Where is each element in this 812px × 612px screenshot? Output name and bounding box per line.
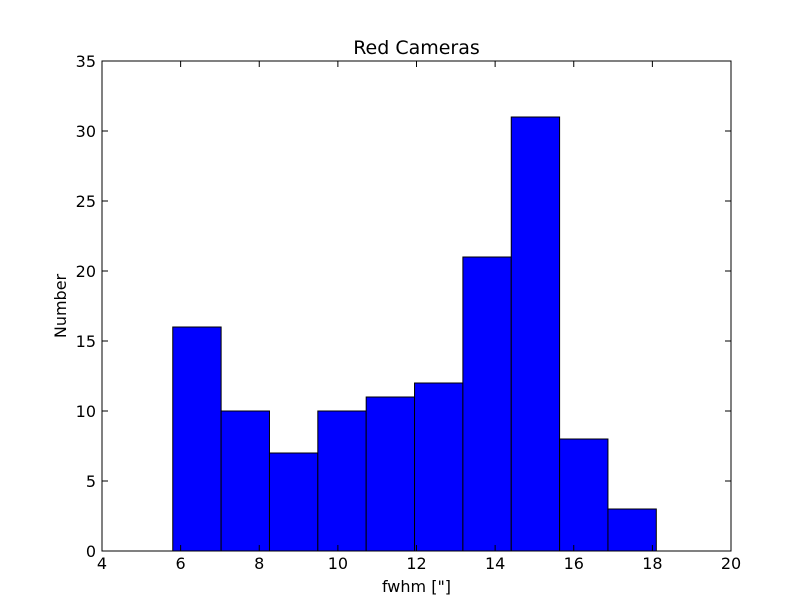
histogram-bar	[607, 508, 657, 552]
x-tick-label: 16	[564, 554, 584, 573]
x-tick-label: 4	[97, 554, 107, 573]
y-tick-label: 35	[76, 52, 96, 71]
histogram-bar	[365, 396, 416, 552]
histogram-bar	[462, 256, 512, 552]
y-tick-label: 15	[76, 332, 96, 351]
y-axis-label: Number	[51, 273, 70, 338]
x-tick-label: 12	[406, 554, 426, 573]
histogram-bar	[414, 382, 464, 552]
x-tick-label: 18	[642, 554, 662, 573]
histogram-bar	[510, 116, 561, 552]
histogram-bar	[220, 410, 270, 552]
bars-group	[172, 116, 657, 552]
y-tick-labels: 0 5 10 15 20 25 30 35	[76, 52, 96, 561]
y-tick-label: 30	[76, 122, 96, 141]
histogram-bar	[317, 410, 367, 552]
y-tick-label: 0	[86, 542, 96, 561]
histogram-bar	[268, 452, 319, 552]
chart-title: Red Cameras	[353, 37, 480, 59]
ticks-group	[101, 60, 732, 552]
histogram-bar	[172, 326, 222, 552]
x-tick-label: 10	[328, 554, 348, 573]
y-tick-label: 20	[76, 262, 96, 281]
x-tick-label: 20	[721, 554, 741, 573]
x-tick-label: 8	[254, 554, 264, 573]
x-axis-label: fwhm ["]	[382, 577, 451, 596]
y-tick-label: 10	[76, 402, 96, 421]
x-tick-label: 6	[176, 554, 186, 573]
y-tick-label: 25	[76, 192, 96, 211]
x-tick-labels: 4 6 8 10 12 14 16 18 20	[97, 554, 741, 573]
y-tick-label: 5	[86, 472, 96, 491]
histogram-bar	[559, 438, 609, 552]
x-tick-label: 14	[485, 554, 505, 573]
